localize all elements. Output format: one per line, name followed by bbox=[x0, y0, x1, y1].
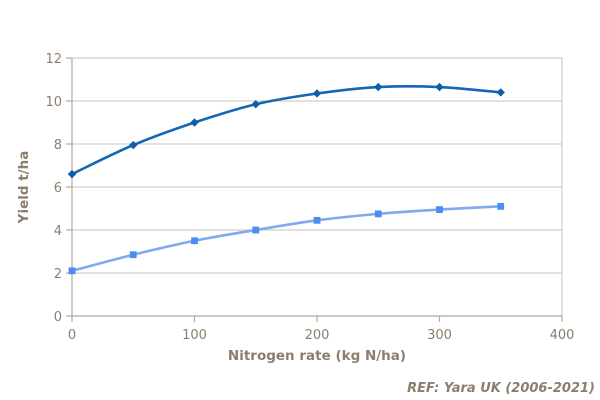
data-point-dark-blue-curve bbox=[190, 118, 199, 127]
y-tick-label: 2 bbox=[54, 267, 62, 282]
data-point-light-blue-curve bbox=[191, 237, 198, 245]
x-tick-label: 200 bbox=[305, 328, 330, 343]
y-axis-title: Yield t/ha bbox=[16, 151, 32, 225]
y-tick-label: 4 bbox=[54, 224, 62, 239]
y-tick-label: 6 bbox=[54, 181, 62, 196]
data-point-dark-blue-curve bbox=[312, 89, 322, 98]
x-tick-label: 400 bbox=[550, 328, 575, 343]
y-tick-label: 0 bbox=[54, 310, 62, 325]
data-point-dark-blue-curve bbox=[129, 140, 138, 150]
y-tick-label: 10 bbox=[45, 95, 62, 110]
plot-area: 0 2 4 6 8 10 12 0 100 200 300 400 bbox=[45, 52, 574, 343]
data-point-dark-blue-curve bbox=[435, 82, 444, 92]
x-axis-title: Nitrogen rate (kg N/ha) bbox=[228, 348, 406, 364]
reference-note: REF: Yara UK (2006-2021) bbox=[407, 381, 595, 396]
series-line-light-blue-curve bbox=[70, 205, 503, 273]
data-point-light-blue-curve bbox=[497, 202, 505, 210]
x-tick-label: 0 bbox=[68, 328, 76, 343]
data-point-light-blue-curve bbox=[68, 267, 76, 275]
y-tick-label: 8 bbox=[54, 138, 62, 153]
data-point-dark-blue-curve bbox=[374, 82, 383, 92]
data-point-dark-blue-curve bbox=[251, 100, 260, 109]
series-line-dark-blue-curve bbox=[70, 84, 503, 176]
x-tick-label: 300 bbox=[427, 328, 452, 343]
data-point-light-blue-curve bbox=[313, 216, 321, 224]
data-point-dark-blue-curve bbox=[67, 169, 77, 179]
data-point-light-blue-curve bbox=[252, 226, 260, 234]
data-point-light-blue-curve bbox=[129, 251, 137, 259]
x-tick-label: 100 bbox=[182, 328, 207, 343]
data-point-light-blue-curve bbox=[374, 210, 382, 218]
y-tick-label: 12 bbox=[45, 52, 62, 67]
data-point-light-blue-curve bbox=[436, 206, 443, 213]
data-point-dark-blue-curve bbox=[496, 88, 505, 97]
